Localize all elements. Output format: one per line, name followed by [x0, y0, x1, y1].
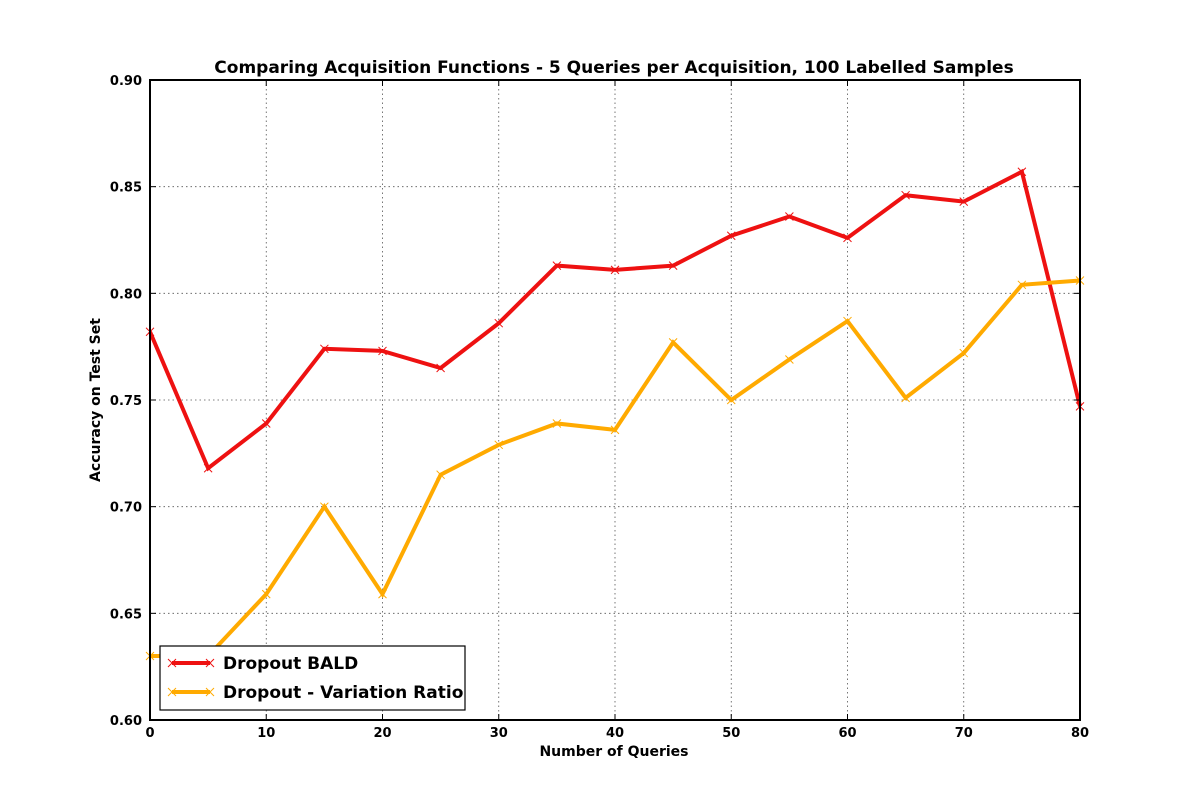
x-tick-label: 70 [955, 726, 973, 741]
data-point [610, 425, 620, 435]
y-axis-label: Accuracy on Test Set [88, 318, 104, 482]
legend-marker [205, 687, 215, 697]
data-point [726, 231, 736, 241]
legend-marker [205, 658, 215, 668]
data-point [552, 261, 562, 270]
legend-label: Dropout BALD [223, 654, 358, 674]
grid-lines [150, 80, 1080, 720]
data-point [320, 344, 329, 354]
data-point [785, 212, 794, 221]
data-point [494, 440, 504, 450]
x-tick-label: 50 [722, 726, 740, 741]
data-point [1017, 167, 1027, 177]
data-point [785, 355, 794, 364]
data-point [261, 589, 271, 599]
y-tick-label: 0.65 [110, 607, 142, 622]
data-point [378, 589, 387, 599]
data-point [668, 338, 678, 347]
data-point [1017, 280, 1027, 290]
data-point [959, 348, 969, 358]
series-dropout-bald [145, 167, 1085, 473]
data-point [843, 316, 852, 326]
legend-item: Dropout BALD [167, 654, 358, 674]
legend: Dropout BALD Dropout - Variation Ratio [159, 645, 466, 711]
x-tick-label: 40 [606, 726, 624, 741]
legend-box [159, 645, 466, 711]
x-tick-label: 60 [838, 726, 856, 741]
axis-ticks: 0 10 20 30 40 50 60 70 80 0.60 0.65 0.70 0.75 0.80 0.8… [110, 74, 1089, 741]
x-tick-label: 30 [490, 726, 508, 741]
x-tick-label: 20 [373, 726, 391, 741]
y-tick-label: 0.60 [110, 714, 142, 729]
data-point [320, 502, 329, 512]
y-tick-label: 0.85 [110, 181, 142, 196]
legend-label: Dropout - Variation Ratio [223, 683, 463, 703]
y-tick-label: 0.70 [110, 501, 142, 516]
x-tick-label: 10 [257, 726, 275, 741]
chart-title: Comparing Acquisition Functions - 5 Quer… [214, 58, 1013, 78]
data-point [726, 395, 736, 405]
x-axis-label: Number of Queries [539, 744, 688, 760]
data-point [668, 261, 678, 270]
legend-marker [167, 658, 177, 668]
data-point [378, 346, 387, 356]
legend-marker [167, 687, 177, 697]
data-point [436, 470, 445, 480]
data-point [552, 419, 562, 428]
legend-item: Dropout - Variation Ratio [167, 683, 463, 703]
data-point [436, 363, 445, 373]
data-point [261, 419, 271, 428]
data-point [901, 190, 910, 200]
data-point [494, 318, 504, 328]
y-tick-label: 0.75 [110, 394, 142, 409]
data-point [203, 463, 213, 473]
data-point [959, 197, 969, 206]
data-point [610, 265, 620, 275]
series-layer [145, 167, 1085, 661]
x-tick-label: 80 [1071, 726, 1089, 741]
y-tick-label: 0.90 [110, 74, 142, 89]
y-tick-label: 0.80 [110, 287, 142, 302]
x-tick-label: 0 [145, 726, 154, 741]
data-point [843, 233, 852, 243]
data-point [901, 393, 910, 403]
